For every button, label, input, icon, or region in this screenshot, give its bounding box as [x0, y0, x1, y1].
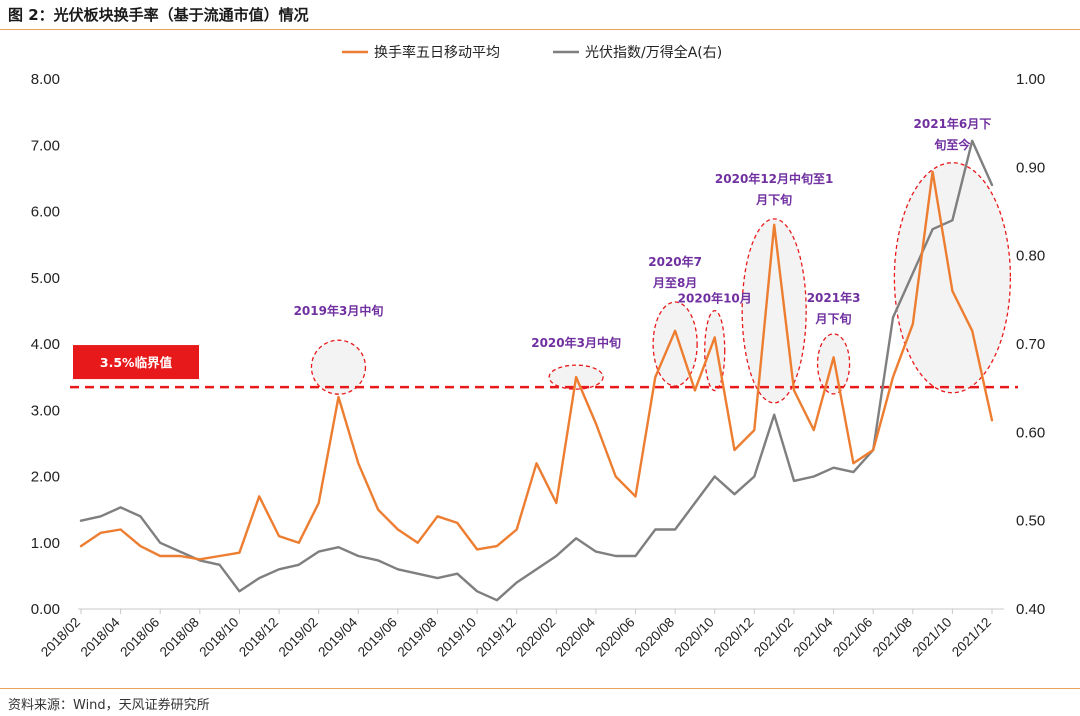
footer-divider [0, 688, 1080, 689]
x-tick-label: 2021/08 [870, 615, 915, 660]
annotation-label: 2021年3 [807, 290, 861, 305]
x-tick-label: 2019/02 [276, 615, 321, 660]
annotation-label: 月下旬 [815, 311, 852, 326]
x-tick-label: 2018/10 [196, 615, 241, 660]
y-left-tick-label: 6.00 [31, 204, 60, 221]
x-tick-label: 2020/04 [553, 614, 598, 659]
source-note: 资料来源：Wind，天风证券研究所 [8, 698, 210, 713]
x-tick-label: 2020/06 [593, 615, 638, 660]
threshold-label: 3.5%临界值 [100, 355, 173, 370]
x-tick-label: 2021/06 [830, 615, 875, 660]
x-tick-label: 2021/04 [791, 614, 836, 659]
legend-item-turnover-label: 换手率五日移动平均 [374, 44, 500, 61]
annotation-label: 2020年7 [648, 254, 702, 269]
x-tick-label: 2018/12 [236, 615, 281, 660]
x-tick-label: 2019/08 [394, 615, 439, 660]
annotation-label: 月至8月 [652, 276, 697, 290]
highlight-ellipse [816, 333, 851, 395]
x-tick-label: 2018/04 [78, 614, 123, 659]
x-tick-label: 2021/02 [751, 615, 796, 660]
threshold-group: 3.5%临界值 [70, 345, 1018, 389]
x-tick-label: 2021/12 [949, 615, 994, 660]
x-tick-label: 2020/12 [711, 615, 756, 660]
highlight-ellipse [652, 301, 698, 387]
turnover-series-line [79, 170, 994, 561]
title-divider [0, 29, 1080, 30]
annotation-label: 月下旬 [755, 192, 792, 207]
y-right-tick-label: 0.40 [1016, 601, 1045, 618]
y-right-tick-label: 1.00 [1016, 71, 1045, 88]
figure-title: 图 2：光伏板块换手率（基于流通市值）情况 [8, 6, 309, 24]
index-ratio-series-line [79, 139, 994, 602]
annotation-label: 旬至今 [933, 137, 971, 152]
legend: 换手率五日移动平均 光伏指数/万得全A(右) [342, 44, 722, 61]
annotation-label: 2021年6月下 [914, 116, 992, 131]
highlight-ellipse [310, 339, 367, 395]
y-left-tick-label: 7.00 [31, 137, 60, 154]
y-right-tick-label: 0.90 [1016, 159, 1045, 176]
y-left-tick-label: 5.00 [31, 270, 60, 287]
annotation-label: 2020年12月中旬至1 [715, 171, 833, 186]
y-left-tick-label: 0.00 [31, 601, 60, 618]
x-tick-label: 2020/02 [513, 615, 558, 660]
x-tick-label: 2019/06 [355, 615, 400, 660]
highlight-ellipse [893, 162, 1012, 394]
x-tick-label: 2019/12 [474, 615, 519, 660]
annotation-label: 2020年3月中旬 [531, 335, 621, 350]
y-left-tick-label: 4.00 [31, 336, 60, 353]
y-right-tick-label: 0.60 [1016, 424, 1045, 441]
x-tick-label: 2021/10 [909, 615, 954, 660]
x-tick-label: 2020/10 [672, 615, 717, 660]
x-tick-label: 2018/06 [117, 615, 162, 660]
x-tick-label: 2018/08 [157, 615, 202, 660]
annotation-label: 2019年3月中旬 [294, 303, 384, 318]
x-tick-label: 2019/10 [434, 615, 479, 660]
y-right-tick-label: 0.70 [1016, 336, 1045, 353]
y-left-tick-label: 8.00 [31, 71, 60, 88]
y-left-tick-label: 2.00 [31, 469, 60, 486]
y-left-tick-label: 3.00 [31, 402, 60, 419]
y-right-tick-label: 0.50 [1016, 513, 1045, 530]
x-tick-label: 2018/02 [38, 615, 83, 660]
legend-item-index-ratio-label: 光伏指数/万得全A(右) [585, 44, 722, 61]
y-left-tick-label: 1.00 [31, 535, 60, 552]
annotation-label: 2020年10月 [678, 291, 752, 306]
highlight-ellipse [741, 218, 807, 404]
x-tick-label: 2019/04 [315, 614, 360, 659]
series-lines [79, 139, 994, 602]
x-tick-label: 2020/08 [632, 615, 677, 660]
threshold-label-box [73, 345, 199, 380]
y-right-tick-label: 0.80 [1016, 248, 1045, 265]
